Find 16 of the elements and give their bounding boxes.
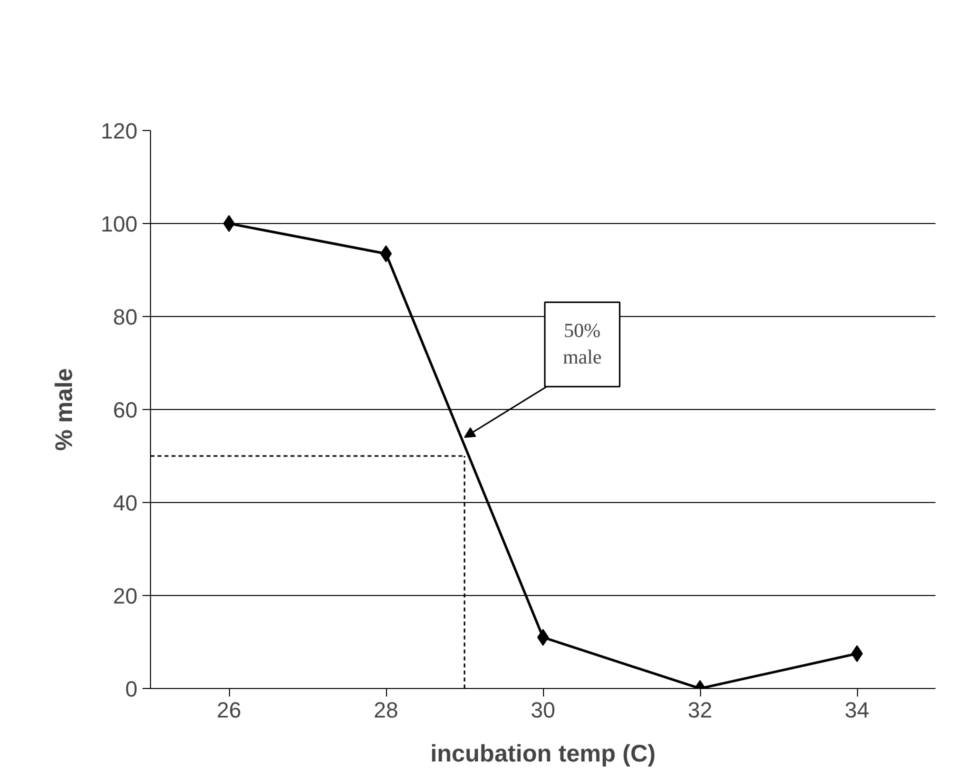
x-tick-label: 34 [844, 698, 870, 722]
x-tick-label: 32 [688, 698, 712, 722]
y-tick-label: 80 [113, 304, 138, 330]
annotation: 50% male [562, 320, 602, 369]
y-tick-label: 20 [113, 584, 138, 608]
point [223, 215, 235, 232]
x-tick-label: 26 [216, 698, 242, 722]
x-tick-label: 28 [374, 698, 398, 722]
y-axis-title: % male [50, 368, 78, 451]
y-tick-label: 40 [113, 490, 138, 516]
y-tick-label: 100 [100, 212, 138, 236]
x-tick-label: 30 [530, 698, 556, 722]
x-axis-title: incubation temp (C) [430, 740, 656, 768]
y-tick-label: 60 [113, 398, 138, 422]
y-tick-label: 0 [125, 676, 138, 702]
y-tick-label: 120 [100, 118, 138, 144]
